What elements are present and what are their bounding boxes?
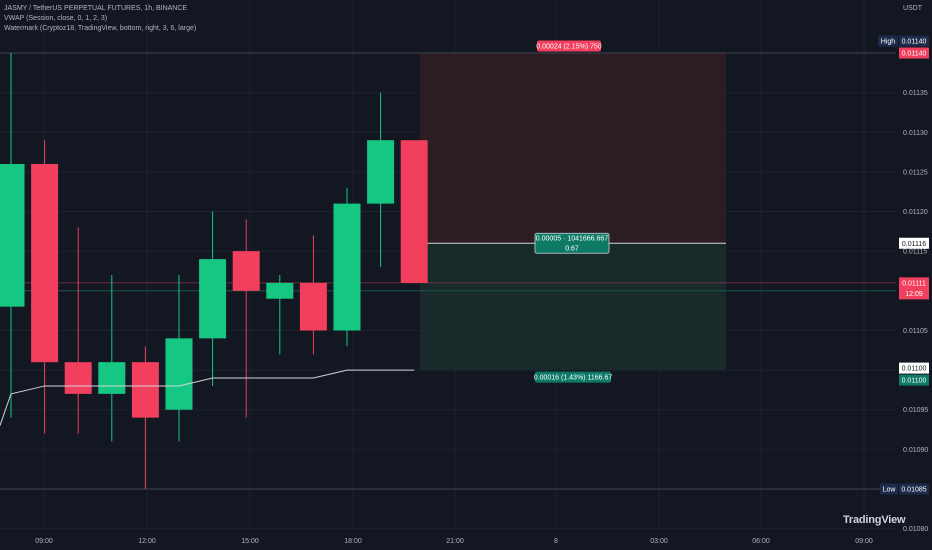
candle-up xyxy=(367,140,395,204)
time-tick-label: 18:00 xyxy=(344,538,362,545)
last-price-value: 0.01111 xyxy=(902,280,926,287)
price-axis[interactable]: 0.01140 0.01135 0.01130 0.01125 0.01120 0.011… xyxy=(878,35,929,534)
time-tick-label: 12:00 xyxy=(138,538,156,545)
time-axis[interactable]: 09:00 12:00 15:00 18:00 21:00 8 03:00 06:00 09:0… xyxy=(35,538,873,545)
price-tick-label: 0.01135 xyxy=(903,90,928,97)
last-price-countdown: 12:09 xyxy=(905,291,923,298)
candle-up xyxy=(199,259,227,339)
target-price-tag-white-bg xyxy=(899,362,929,374)
risk-reward-label-bg xyxy=(534,232,610,254)
entry-price-tag-bg xyxy=(899,237,929,249)
stop-price-tag-bg xyxy=(899,47,929,59)
high-value-tag-text: 0.01140 xyxy=(902,39,927,46)
vwap-indicator-label[interactable]: VWAP (Session, close, 0, 1, 2, 3) xyxy=(4,15,108,22)
price-tick-label: 0.01105 xyxy=(903,328,928,335)
target-label-bg xyxy=(535,371,611,383)
target-label-text: 0.00016 (1.43%) 1166.67 xyxy=(534,375,613,382)
price-tick-label: 0.01125 xyxy=(903,169,928,176)
price-tick-label: 0.01090 xyxy=(903,447,928,454)
stop-label-bg xyxy=(537,40,601,52)
position-labels: 0.00024 (2.15%) 750 0.00005 · 1041666.667… xyxy=(534,40,613,383)
time-tick-label: 06:00 xyxy=(752,538,770,545)
price-tick-label: 0.01130 xyxy=(903,130,928,137)
candle-up xyxy=(333,203,361,331)
price-tick-label: 0.01115 xyxy=(903,249,927,256)
high-tag-text: High xyxy=(881,39,896,46)
target-price-tag-green-bg xyxy=(899,374,929,386)
entry-price-tag-text: 0.01116 xyxy=(902,241,926,248)
candle-down xyxy=(232,251,260,291)
time-tick-label: 09:00 xyxy=(35,538,53,545)
vwap-series xyxy=(0,369,415,426)
risk-reward-label-text: 0.00005 · 1041666.667 xyxy=(536,235,609,242)
candle-down xyxy=(64,362,92,394)
low-tag-text: Low xyxy=(883,487,897,494)
time-tick-label: 21:00 xyxy=(446,538,464,545)
vwap-line xyxy=(0,369,415,426)
watermark-indicator-label[interactable]: Watermark (Cryptoz18, TradingView, botto… xyxy=(4,25,197,32)
low-value-tag-text: 0.01085 xyxy=(901,487,926,494)
level-lines xyxy=(0,52,896,490)
high-tag-bg xyxy=(878,35,898,47)
candle-down xyxy=(400,140,428,283)
time-tick-label: 8 xyxy=(554,538,558,545)
last-price-tag-bg xyxy=(899,277,929,300)
time-tick-label: 03:00 xyxy=(650,538,668,545)
currency-label[interactable]: USDT xyxy=(902,5,922,12)
price-tick-label: 0.01080 xyxy=(903,526,928,533)
stop-loss-zone xyxy=(420,53,726,244)
candle-up xyxy=(0,163,25,307)
target-price-tag-white-text: 0.01100 xyxy=(902,366,927,373)
candle-up xyxy=(266,282,294,299)
risk-reward-label-text: 0.67 xyxy=(565,245,579,252)
candle-down xyxy=(31,163,59,363)
stop-label-text: 0.00024 (2.15%) 750 xyxy=(536,43,601,50)
candle-down xyxy=(131,362,159,418)
tradingview-watermark: TradingView xyxy=(843,514,906,526)
candle-down xyxy=(299,282,327,331)
time-tick-label: 15:00 xyxy=(241,538,259,545)
candle-up xyxy=(98,362,126,394)
high-value-tag-bg xyxy=(899,35,929,47)
stop-price-tag-text: 0.01140 xyxy=(902,51,927,58)
candles xyxy=(0,53,428,489)
position-zones[interactable] xyxy=(420,53,726,371)
chart-legend: JASMY / TetherUS PERPETUAL FUTURES, 1h, … xyxy=(4,4,196,34)
price-tick-label: 0.01120 xyxy=(903,209,928,216)
price-tick-label: 0.01095 xyxy=(903,407,928,414)
target-price-tag-green-text: 0.01100 xyxy=(902,378,927,385)
time-tick-label: 09:00 xyxy=(855,538,873,545)
take-profit-zone xyxy=(420,243,726,371)
low-tag-bg xyxy=(880,483,898,495)
low-value-tag-bg xyxy=(899,483,929,495)
symbol-title[interactable]: JASMY / TetherUS PERPETUAL FUTURES, 1h, … xyxy=(4,5,188,12)
candle-up xyxy=(165,338,193,410)
